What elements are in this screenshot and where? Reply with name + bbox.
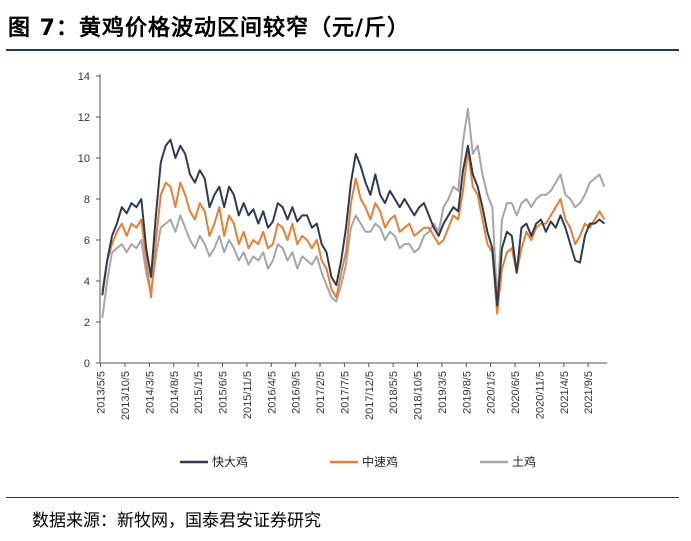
series-line-1 [101,148,606,315]
chart-axes: 0 2 4 6 8 10 12 14 2013/5/5 2013/10/5 2014/3/5 2014… [78,71,607,420]
x-tick-label: 2013/5/5 [96,371,108,414]
x-tick-label: 2014/3/5 [144,371,156,414]
x-tick-label: 2017/2/5 [315,371,327,414]
x-tick-label: 2019/3/5 [437,371,449,414]
y-tick-label: 4 [84,276,90,288]
source-rule [6,497,679,498]
x-tick-label: 2015/6/5 [218,371,230,414]
x-tick-label: 2021/4/5 [559,371,571,414]
x-tick-label: 2015/1/5 [193,371,205,414]
legend-label-0: 快大鸡 [212,454,248,469]
x-tick-label: 2016/9/5 [291,371,303,414]
y-tick-label: 2 [84,317,90,329]
legend-label-1: 中速鸡 [362,454,398,469]
x-tick-label: 2014/8/5 [169,371,181,414]
x-tick-label: 2016/4/5 [266,371,278,414]
y-tick-label: 12 [78,112,90,124]
x-tick-label: 2018/10/5 [413,371,425,420]
line-chart: 0 2 4 6 8 10 12 14 2013/5/5 2013/10/5 2014/3/5 2014… [78,71,607,469]
x-tick-label: 2013/10/5 [120,371,132,420]
chart-legend: 快大鸡 中速鸡 土鸡 [180,454,536,469]
y-tick-label: 6 [84,235,90,247]
chart-series [101,107,606,319]
y-tick-label: 14 [78,71,90,83]
x-tick-label: 2017/12/5 [364,371,376,420]
source-note: 数据来源：新牧网，国泰君安证券研究 [32,511,321,531]
x-tick-label: 2018/5/5 [388,371,400,414]
x-tick-label: 2015/11/5 [242,371,254,419]
figure-title: 图 7：黄鸡价格波动区间较窄（元/斤） [8,16,411,41]
legend-label-2: 土鸡 [512,454,536,469]
series-line-2 [101,107,606,319]
y-tick-label: 0 [84,358,90,370]
x-tick-label: 2017/7/5 [339,371,351,414]
y-tick-label: 8 [84,194,90,206]
title-rule [6,49,679,51]
x-tick-label: 2019/8/5 [461,371,473,414]
x-tick-label: 2020/11/5 [534,371,546,419]
x-tick-label: 2020/6/5 [510,371,522,414]
y-tick-label: 10 [78,153,90,165]
x-tick-label: 2021/9/5 [583,371,595,414]
series-line-0 [101,138,606,307]
x-tick-label: 2020/1/5 [486,371,498,414]
